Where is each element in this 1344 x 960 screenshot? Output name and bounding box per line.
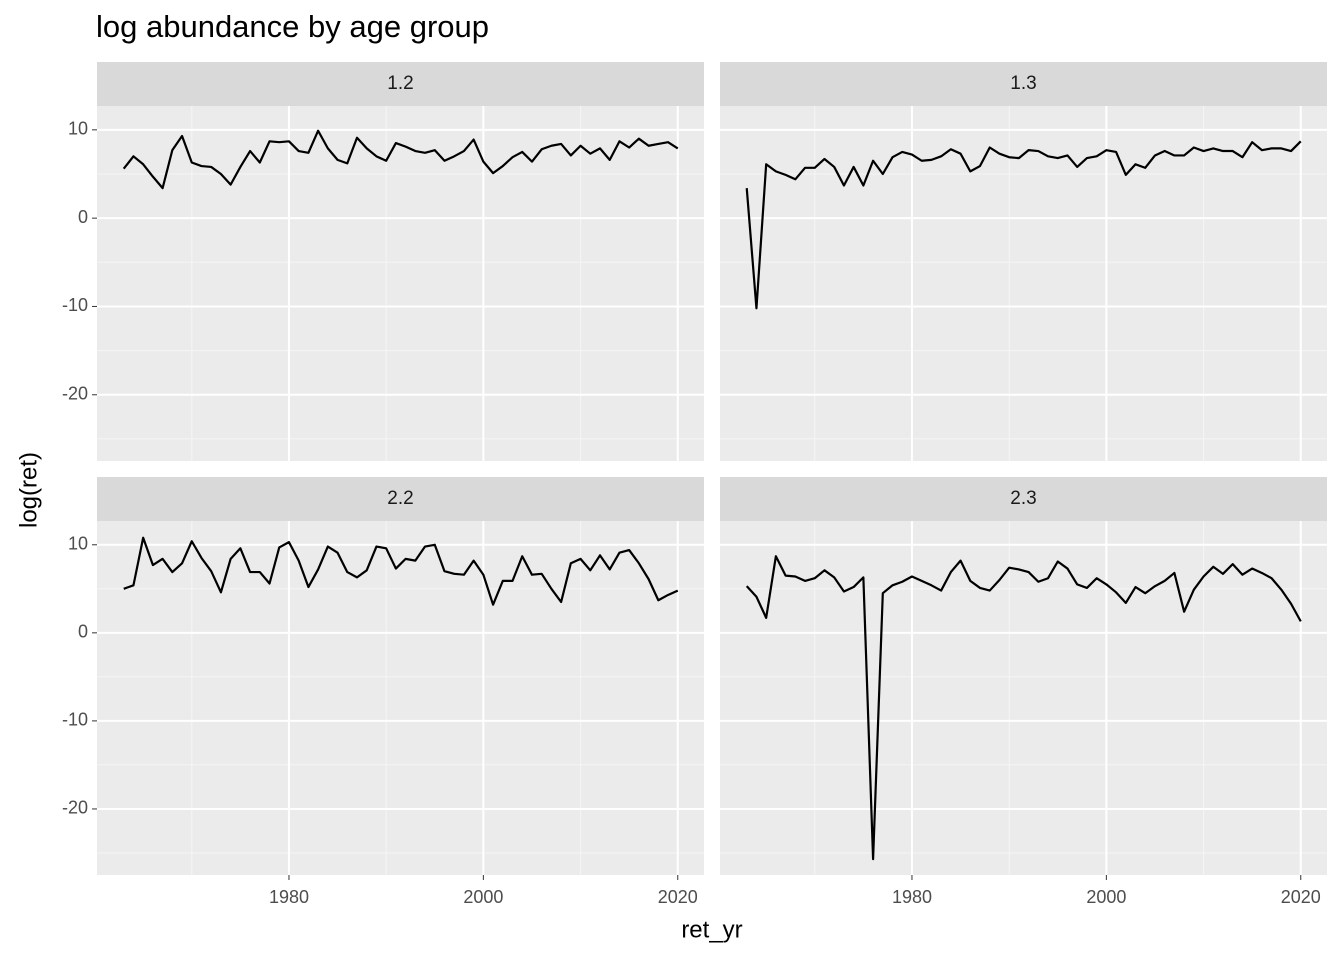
data-line [123,536,679,606]
strip [720,62,1327,106]
y-tick-label: -10 [62,710,88,730]
x-tick-label: 2000 [1086,887,1126,907]
strip [97,477,704,521]
strip [97,62,704,106]
panel-background [97,106,704,461]
data-line [745,140,1302,310]
strip-label: 2.3 [1010,488,1036,509]
x-tick-label: 1980 [269,887,309,907]
y-tick-label: 10 [68,534,88,554]
strip-label: 1.3 [1010,73,1036,94]
x-tick-label: 2000 [463,887,503,907]
strip [720,477,1327,521]
x-axis-label: ret_yr [681,916,742,943]
x-tick-label: 2020 [1281,887,1321,907]
strip-label: 1.2 [387,73,413,94]
data-line [745,555,1302,861]
y-axis-label: log(ret) [15,452,42,528]
y-tick-label: 0 [78,622,88,642]
y-tick-label: 10 [68,119,88,139]
chart-title: log abundance by age group [96,9,489,44]
strip-label: 2.2 [387,488,413,509]
panel-background [97,521,704,875]
panel-background [720,521,1327,875]
y-tick-label: 0 [78,207,88,227]
y-tick-label: -20 [62,384,88,404]
x-tick-label: 2020 [658,887,698,907]
y-tick-label: -20 [62,798,88,818]
y-tick-label: -10 [62,295,88,315]
panel-background [720,106,1327,461]
data-line [122,129,679,190]
x-tick-label: 1980 [892,887,932,907]
